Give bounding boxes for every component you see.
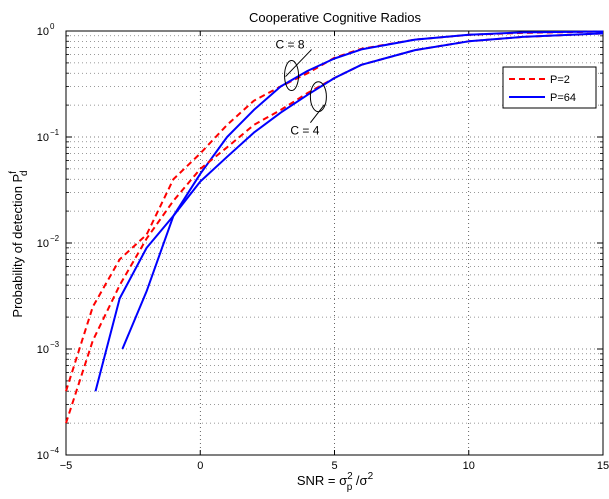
y-tick-label-exponent: −3 xyxy=(50,340,60,349)
y-tick-label: 10 xyxy=(37,450,49,462)
series-line-2 xyxy=(94,30,604,392)
series-lines xyxy=(65,30,604,424)
annotation-pointer-c4 xyxy=(309,104,325,124)
y-tick-label: 10 xyxy=(37,238,49,250)
x-tick-label: 15 xyxy=(597,460,609,472)
y-axis-title: Probability of detection Pfd xyxy=(8,170,30,317)
x-tick-label: 10 xyxy=(463,460,475,472)
legend-box xyxy=(502,66,597,109)
x-axis-title: SNR = σ2 p /σ2 xyxy=(297,471,374,493)
y-tick-label: 10 xyxy=(37,26,49,38)
legend: P=2 P=64 xyxy=(502,66,597,109)
annotation-label-c8: C = 8 xyxy=(276,38,305,52)
annotation-pointer-c8 xyxy=(285,49,312,77)
legend-label-2: P=64 xyxy=(550,92,576,104)
x-tick-label: 5 xyxy=(331,460,337,472)
chart-title: Cooperative Cognitive Radios xyxy=(249,10,421,25)
x-tick-label: 0 xyxy=(197,460,203,472)
y-tick-label-exponent: −1 xyxy=(50,128,60,137)
annotation-ellipse-c8 xyxy=(284,60,300,92)
legend-label-1: P=2 xyxy=(550,74,570,86)
y-tick-label-exponent: −2 xyxy=(50,234,60,243)
x-tick-label: −5 xyxy=(60,460,73,472)
annotation-label-c4: C = 4 xyxy=(290,124,319,138)
y-tick-label: 10 xyxy=(37,132,49,144)
y-tick-label-exponent: −4 xyxy=(50,446,60,455)
y-tick-label-exponent: 0 xyxy=(50,22,55,31)
y-tick-label: 10 xyxy=(37,344,49,356)
annotations: C = 8 C = 4 xyxy=(276,38,327,138)
series-line-4 xyxy=(121,32,604,350)
